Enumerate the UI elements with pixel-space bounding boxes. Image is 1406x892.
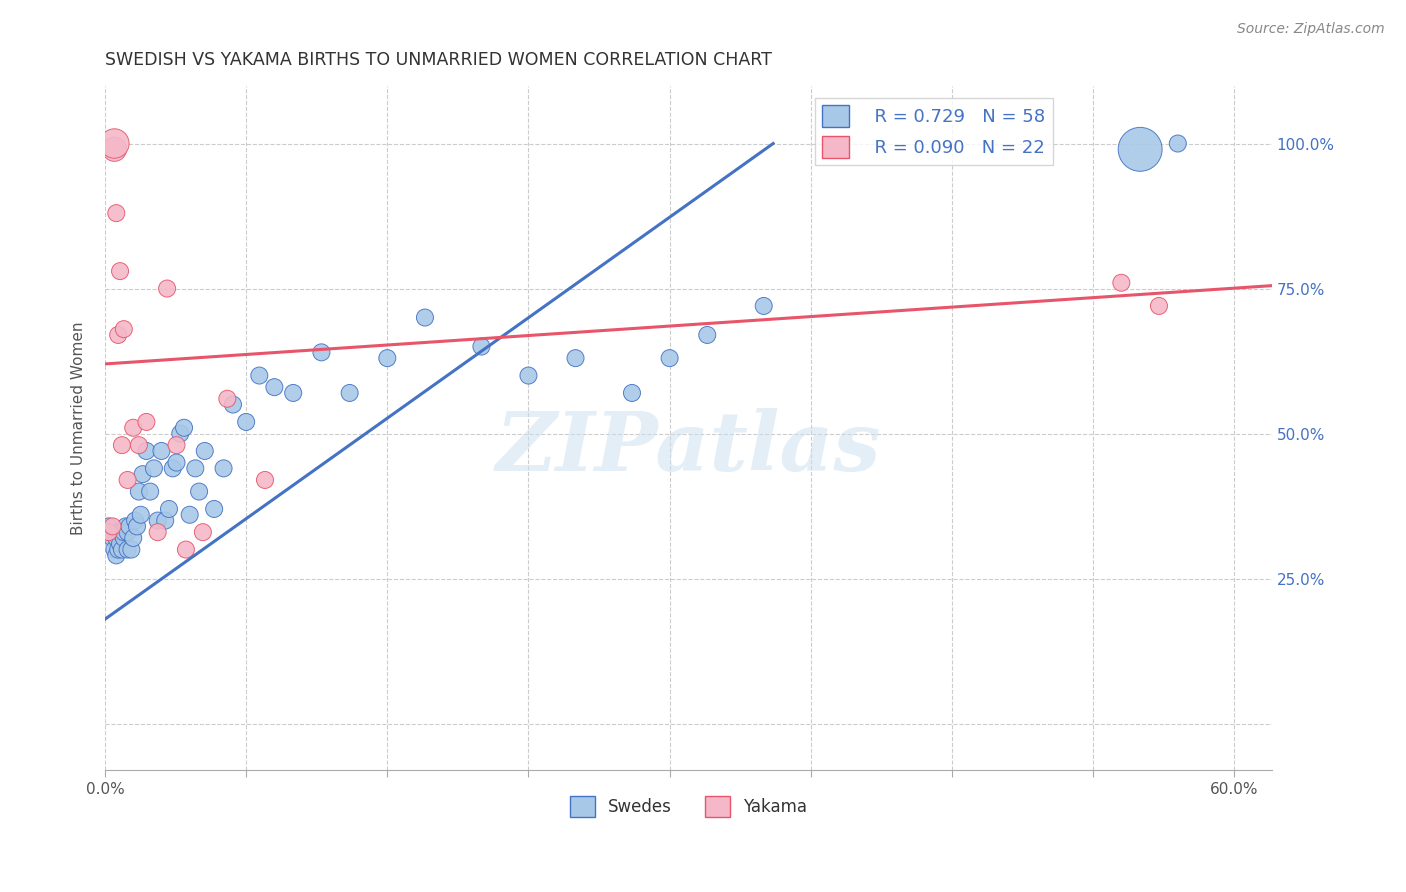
Point [107, 542, 129, 557]
Point [470, 340, 492, 354]
Point [184, 461, 207, 475]
Point [517, 368, 540, 383]
Point [247, 368, 270, 383]
Point [107, 525, 129, 540]
Point [122, 531, 145, 545]
Point [375, 351, 398, 366]
Point [135, 444, 157, 458]
Point [235, 415, 257, 429]
Point [108, 525, 131, 540]
Point [122, 421, 145, 435]
Point [174, 542, 197, 557]
Point [212, 461, 235, 475]
Y-axis label: Births to Unmarried Women: Births to Unmarried Women [72, 321, 86, 534]
Point [117, 542, 139, 557]
Point [105, 549, 128, 563]
Point [752, 299, 775, 313]
Point [1147, 299, 1170, 313]
Point [111, 542, 134, 557]
Point [117, 525, 139, 540]
Point [124, 514, 146, 528]
Point [202, 502, 225, 516]
Point [173, 421, 195, 435]
Point [217, 392, 239, 406]
Point [118, 519, 141, 533]
Point [166, 456, 188, 470]
Point [128, 438, 150, 452]
Point [188, 484, 211, 499]
Point [169, 426, 191, 441]
Point [166, 438, 188, 452]
Point [139, 484, 162, 499]
Legend: Swedes, Yakama: Swedes, Yakama [562, 789, 814, 823]
Point [135, 415, 157, 429]
Point [1111, 276, 1133, 290]
Text: ZIPatlas: ZIPatlas [496, 409, 882, 488]
Point [142, 461, 165, 475]
Point [146, 514, 169, 528]
Point [150, 444, 173, 458]
Point [146, 525, 169, 540]
Point [194, 444, 217, 458]
Point [283, 386, 305, 401]
Point [120, 542, 142, 557]
Point [97, 519, 120, 533]
Point [128, 484, 150, 499]
Point [191, 525, 214, 540]
Point [108, 537, 131, 551]
Point [117, 473, 139, 487]
Point [155, 514, 177, 528]
Point [103, 142, 125, 156]
Point [311, 345, 333, 359]
Point [253, 473, 276, 487]
Point [103, 136, 125, 151]
Text: Source: ZipAtlas.com: Source: ZipAtlas.com [1237, 22, 1385, 37]
Point [105, 531, 128, 545]
Point [658, 351, 681, 366]
Point [112, 322, 135, 336]
Point [101, 519, 124, 533]
Point [101, 531, 124, 545]
Point [1129, 142, 1152, 156]
Point [564, 351, 586, 366]
Point [111, 438, 134, 452]
Point [339, 386, 361, 401]
Point [413, 310, 436, 325]
Point [114, 519, 136, 533]
Point [620, 386, 643, 401]
Point [105, 206, 128, 220]
Text: SWEDISH VS YAKAMA BIRTHS TO UNMARRIED WOMEN CORRELATION CHART: SWEDISH VS YAKAMA BIRTHS TO UNMARRIED WO… [105, 51, 772, 69]
Point [97, 525, 120, 540]
Point [108, 264, 131, 278]
Point [129, 508, 152, 522]
Point [131, 467, 153, 482]
Point [179, 508, 201, 522]
Point [107, 327, 129, 342]
Point [156, 281, 179, 295]
Point [125, 519, 148, 533]
Point [103, 542, 125, 557]
Point [112, 525, 135, 540]
Point [112, 531, 135, 545]
Point [696, 327, 718, 342]
Point [157, 502, 180, 516]
Point [222, 398, 245, 412]
Point [162, 461, 184, 475]
Point [263, 380, 285, 394]
Point [1167, 136, 1189, 151]
